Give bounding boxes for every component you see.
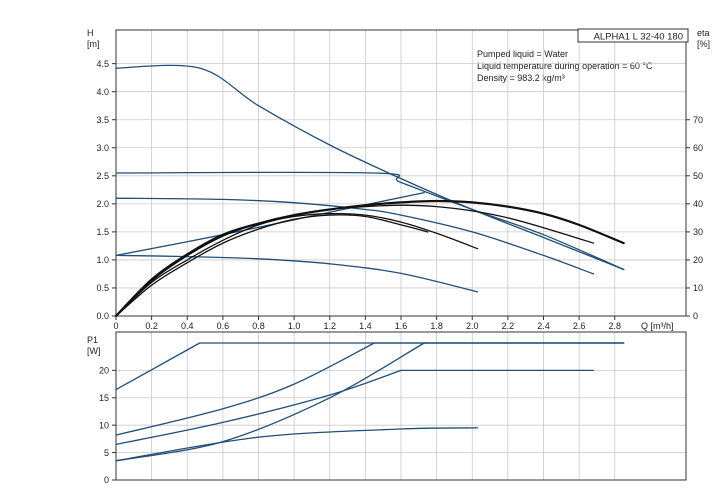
head-axis-label: H (87, 28, 94, 38)
annotation-pumped-liquid: Pumped liquid = Water (477, 49, 568, 59)
efficiency-tick-label: 60 (693, 143, 703, 153)
power-axis-unit: [W] (87, 346, 101, 356)
power-curve (115, 427, 479, 462)
flow-tick-label: 2.8 (608, 321, 621, 331)
head-tick-label: 2.0 (96, 199, 109, 209)
flow-tick-label: 0 (113, 321, 118, 331)
flow-tick-label: 1.8 (430, 321, 443, 331)
power-curve (115, 342, 625, 462)
flow-tick-label: 0.2 (145, 321, 158, 331)
efficiency-tick-label: 50 (693, 171, 703, 181)
model-title-box (577, 28, 689, 43)
head-curve (115, 64, 625, 271)
head-tick-label: 4.0 (96, 87, 109, 97)
efficiency-tick-label: 20 (693, 255, 703, 265)
flow-tick-label: 0.8 (252, 321, 265, 331)
power-chart-frame (115, 331, 687, 481)
power-curve (115, 342, 625, 436)
efficiency-tick-label: 40 (693, 199, 703, 209)
flow-tick-label: 2.4 (537, 321, 550, 331)
power-tick-label: 15 (99, 393, 109, 403)
power-axis-label: P1 (87, 335, 98, 345)
flow-tick-label: 2.6 (573, 321, 586, 331)
head-tick-label: 4.5 (96, 59, 109, 69)
flow-tick-label: 0.4 (181, 321, 194, 331)
head-curve (115, 254, 479, 293)
efficiency-curve (115, 204, 595, 317)
head-tick-label: 1.0 (96, 255, 109, 265)
power-tick-label: 20 (99, 366, 109, 376)
power-tick-label: 10 (99, 420, 109, 430)
power-tick-label: 5 (104, 448, 109, 458)
flow-tick-label: 1.2 (323, 321, 336, 331)
flow-tick-label: 1.0 (288, 321, 301, 331)
flow-tick-label: 1.6 (395, 321, 408, 331)
flow-axis-label: Q [m³/h] (641, 321, 674, 331)
power-tick-label: 0 (104, 475, 109, 485)
flow-tick-label: 2.0 (466, 321, 479, 331)
efficiency-tick-label: 10 (693, 283, 703, 293)
head-axis-unit: [m] (87, 39, 100, 49)
flow-tick-label: 2.2 (502, 321, 515, 331)
head-curve (115, 171, 625, 271)
power-curve (115, 369, 595, 446)
head-tick-label: 0.5 (96, 283, 109, 293)
head-tick-label: 3.5 (96, 115, 109, 125)
head-tick-label: 3.0 (96, 143, 109, 153)
efficiency-axis-label: eta (697, 28, 710, 38)
efficiency-curve (115, 214, 429, 317)
head-tick-label: 2.5 (96, 171, 109, 181)
efficiency-curve (115, 212, 479, 317)
head-curve (115, 197, 595, 275)
annotation-density: Density = 983.2 kg/m³ (477, 73, 565, 83)
head-tick-label: 0.0 (96, 311, 109, 321)
model-title: ALPHA1 L 32-40 180 (594, 32, 683, 43)
efficiency-tick-label: 70 (693, 115, 703, 125)
flow-tick-label: 0.6 (217, 321, 230, 331)
flow-tick-label: 1.4 (359, 321, 372, 331)
efficiency-curve (114, 199, 625, 318)
efficiency-tick-label: 30 (693, 227, 703, 237)
efficiency-axis-unit: [%] (697, 39, 710, 49)
annotation-liquid-temperature: Liquid temperature during operation = 60… (477, 61, 653, 71)
head-tick-label: 1.5 (96, 227, 109, 237)
efficiency-tick-label: 0 (693, 311, 698, 321)
